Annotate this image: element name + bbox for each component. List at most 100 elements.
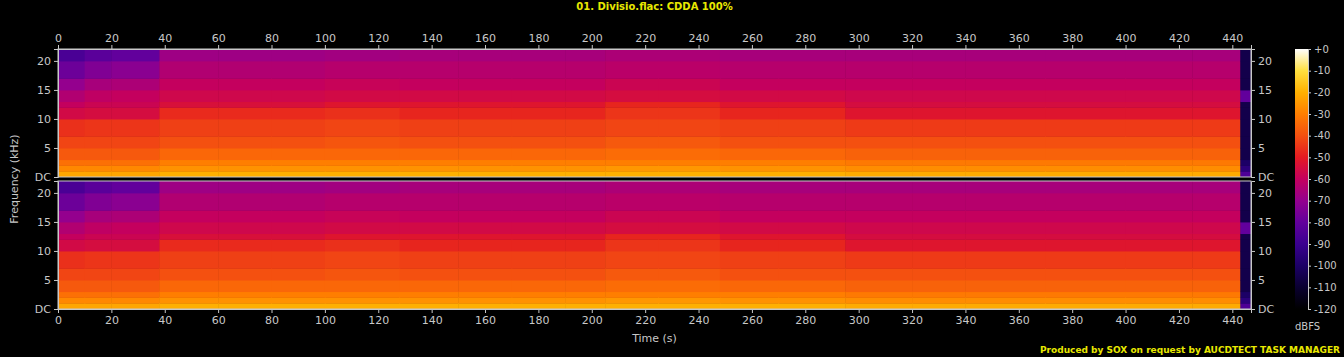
cell bbox=[845, 280, 912, 292]
cell bbox=[111, 268, 160, 280]
cell bbox=[720, 292, 779, 298]
cell bbox=[512, 303, 566, 309]
cell bbox=[458, 280, 512, 292]
tick-mark bbox=[1308, 244, 1311, 245]
tick-label: 440 bbox=[1222, 314, 1243, 327]
tick-mark bbox=[592, 45, 593, 49]
cell bbox=[1126, 181, 1193, 193]
cell bbox=[325, 119, 400, 137]
cell bbox=[912, 165, 966, 171]
cell bbox=[272, 239, 326, 251]
cell bbox=[965, 78, 1046, 90]
cell bbox=[845, 148, 912, 160]
cell bbox=[1192, 292, 1241, 298]
cell bbox=[85, 165, 112, 171]
cell bbox=[400, 136, 459, 148]
cell bbox=[218, 303, 272, 309]
tick-mark bbox=[58, 45, 59, 49]
x-axis-bottom-tick: 220 bbox=[635, 309, 656, 327]
colorbar-axis-tick: -10 bbox=[1308, 65, 1330, 76]
cell bbox=[1126, 193, 1193, 211]
cell bbox=[458, 222, 512, 234]
cell bbox=[1045, 165, 1126, 171]
cell bbox=[58, 90, 85, 102]
x-axis-top-tick: 140 bbox=[422, 32, 443, 49]
y-axis-right-tick: 15 bbox=[1251, 216, 1272, 229]
cell bbox=[1126, 119, 1193, 137]
tick-mark bbox=[272, 45, 273, 49]
cell bbox=[605, 78, 659, 90]
cell bbox=[845, 61, 912, 79]
y-axis-right: DC5101520 bbox=[1251, 182, 1274, 317]
cell bbox=[845, 234, 912, 240]
cell bbox=[458, 292, 512, 298]
cell bbox=[58, 297, 85, 303]
cell bbox=[845, 292, 912, 298]
cell bbox=[1192, 280, 1241, 292]
cell bbox=[272, 297, 326, 303]
cell bbox=[1126, 148, 1193, 160]
cell bbox=[965, 181, 1046, 193]
cell bbox=[218, 239, 272, 251]
cell bbox=[218, 160, 272, 166]
cell bbox=[159, 222, 218, 234]
cell bbox=[659, 251, 721, 269]
tick-label: -20 bbox=[1314, 87, 1330, 98]
cell bbox=[85, 292, 112, 298]
cell bbox=[111, 171, 160, 177]
y-axis-left-tick: 5 bbox=[44, 142, 58, 155]
tick-label: 300 bbox=[849, 314, 870, 327]
cell bbox=[512, 234, 566, 240]
cell bbox=[218, 297, 272, 303]
tick-mark bbox=[378, 309, 379, 313]
cell bbox=[720, 210, 779, 222]
tick-label: -70 bbox=[1314, 195, 1330, 206]
cell bbox=[512, 136, 566, 148]
cell bbox=[325, 280, 400, 292]
tick-label: -120 bbox=[1314, 304, 1337, 315]
cell bbox=[272, 303, 326, 309]
tick-mark bbox=[54, 280, 58, 281]
cell bbox=[1045, 119, 1126, 137]
cell bbox=[58, 303, 85, 309]
cell bbox=[400, 171, 459, 177]
x-axis-top-tick: 180 bbox=[528, 32, 549, 49]
colorbar-axis-tick: -80 bbox=[1308, 217, 1330, 228]
x-axis-bottom-line bbox=[59, 310, 1252, 314]
cell bbox=[965, 280, 1046, 292]
cell bbox=[605, 107, 659, 119]
cell bbox=[779, 171, 846, 177]
y-axis-left-tick: 15 bbox=[37, 216, 58, 229]
cell bbox=[912, 119, 966, 137]
cell bbox=[400, 90, 459, 102]
cell bbox=[218, 61, 272, 79]
cell bbox=[272, 222, 326, 234]
cell bbox=[1240, 292, 1251, 298]
tick-label: 200 bbox=[582, 314, 603, 327]
cell bbox=[845, 268, 912, 280]
cell bbox=[659, 90, 721, 102]
cell bbox=[1192, 251, 1241, 269]
cell bbox=[512, 165, 566, 171]
cell bbox=[1192, 181, 1241, 193]
cell bbox=[605, 49, 659, 61]
x-axis-bottom-tick: 360 bbox=[1009, 309, 1030, 327]
cell bbox=[912, 102, 966, 108]
cell bbox=[159, 160, 218, 166]
cell bbox=[965, 160, 1046, 166]
cell bbox=[1126, 61, 1193, 79]
cell bbox=[659, 61, 721, 79]
tick-mark bbox=[325, 309, 326, 313]
cell bbox=[1045, 107, 1126, 119]
cell bbox=[1192, 107, 1241, 119]
cell bbox=[400, 119, 459, 137]
colorbar-axis-tick: -70 bbox=[1308, 195, 1330, 206]
cell bbox=[159, 292, 218, 298]
tick-mark bbox=[111, 45, 112, 49]
cell bbox=[565, 160, 606, 166]
cell bbox=[659, 193, 721, 211]
cell bbox=[605, 61, 659, 79]
cell bbox=[779, 280, 846, 292]
cell bbox=[85, 251, 112, 269]
tick-mark bbox=[1308, 136, 1311, 137]
